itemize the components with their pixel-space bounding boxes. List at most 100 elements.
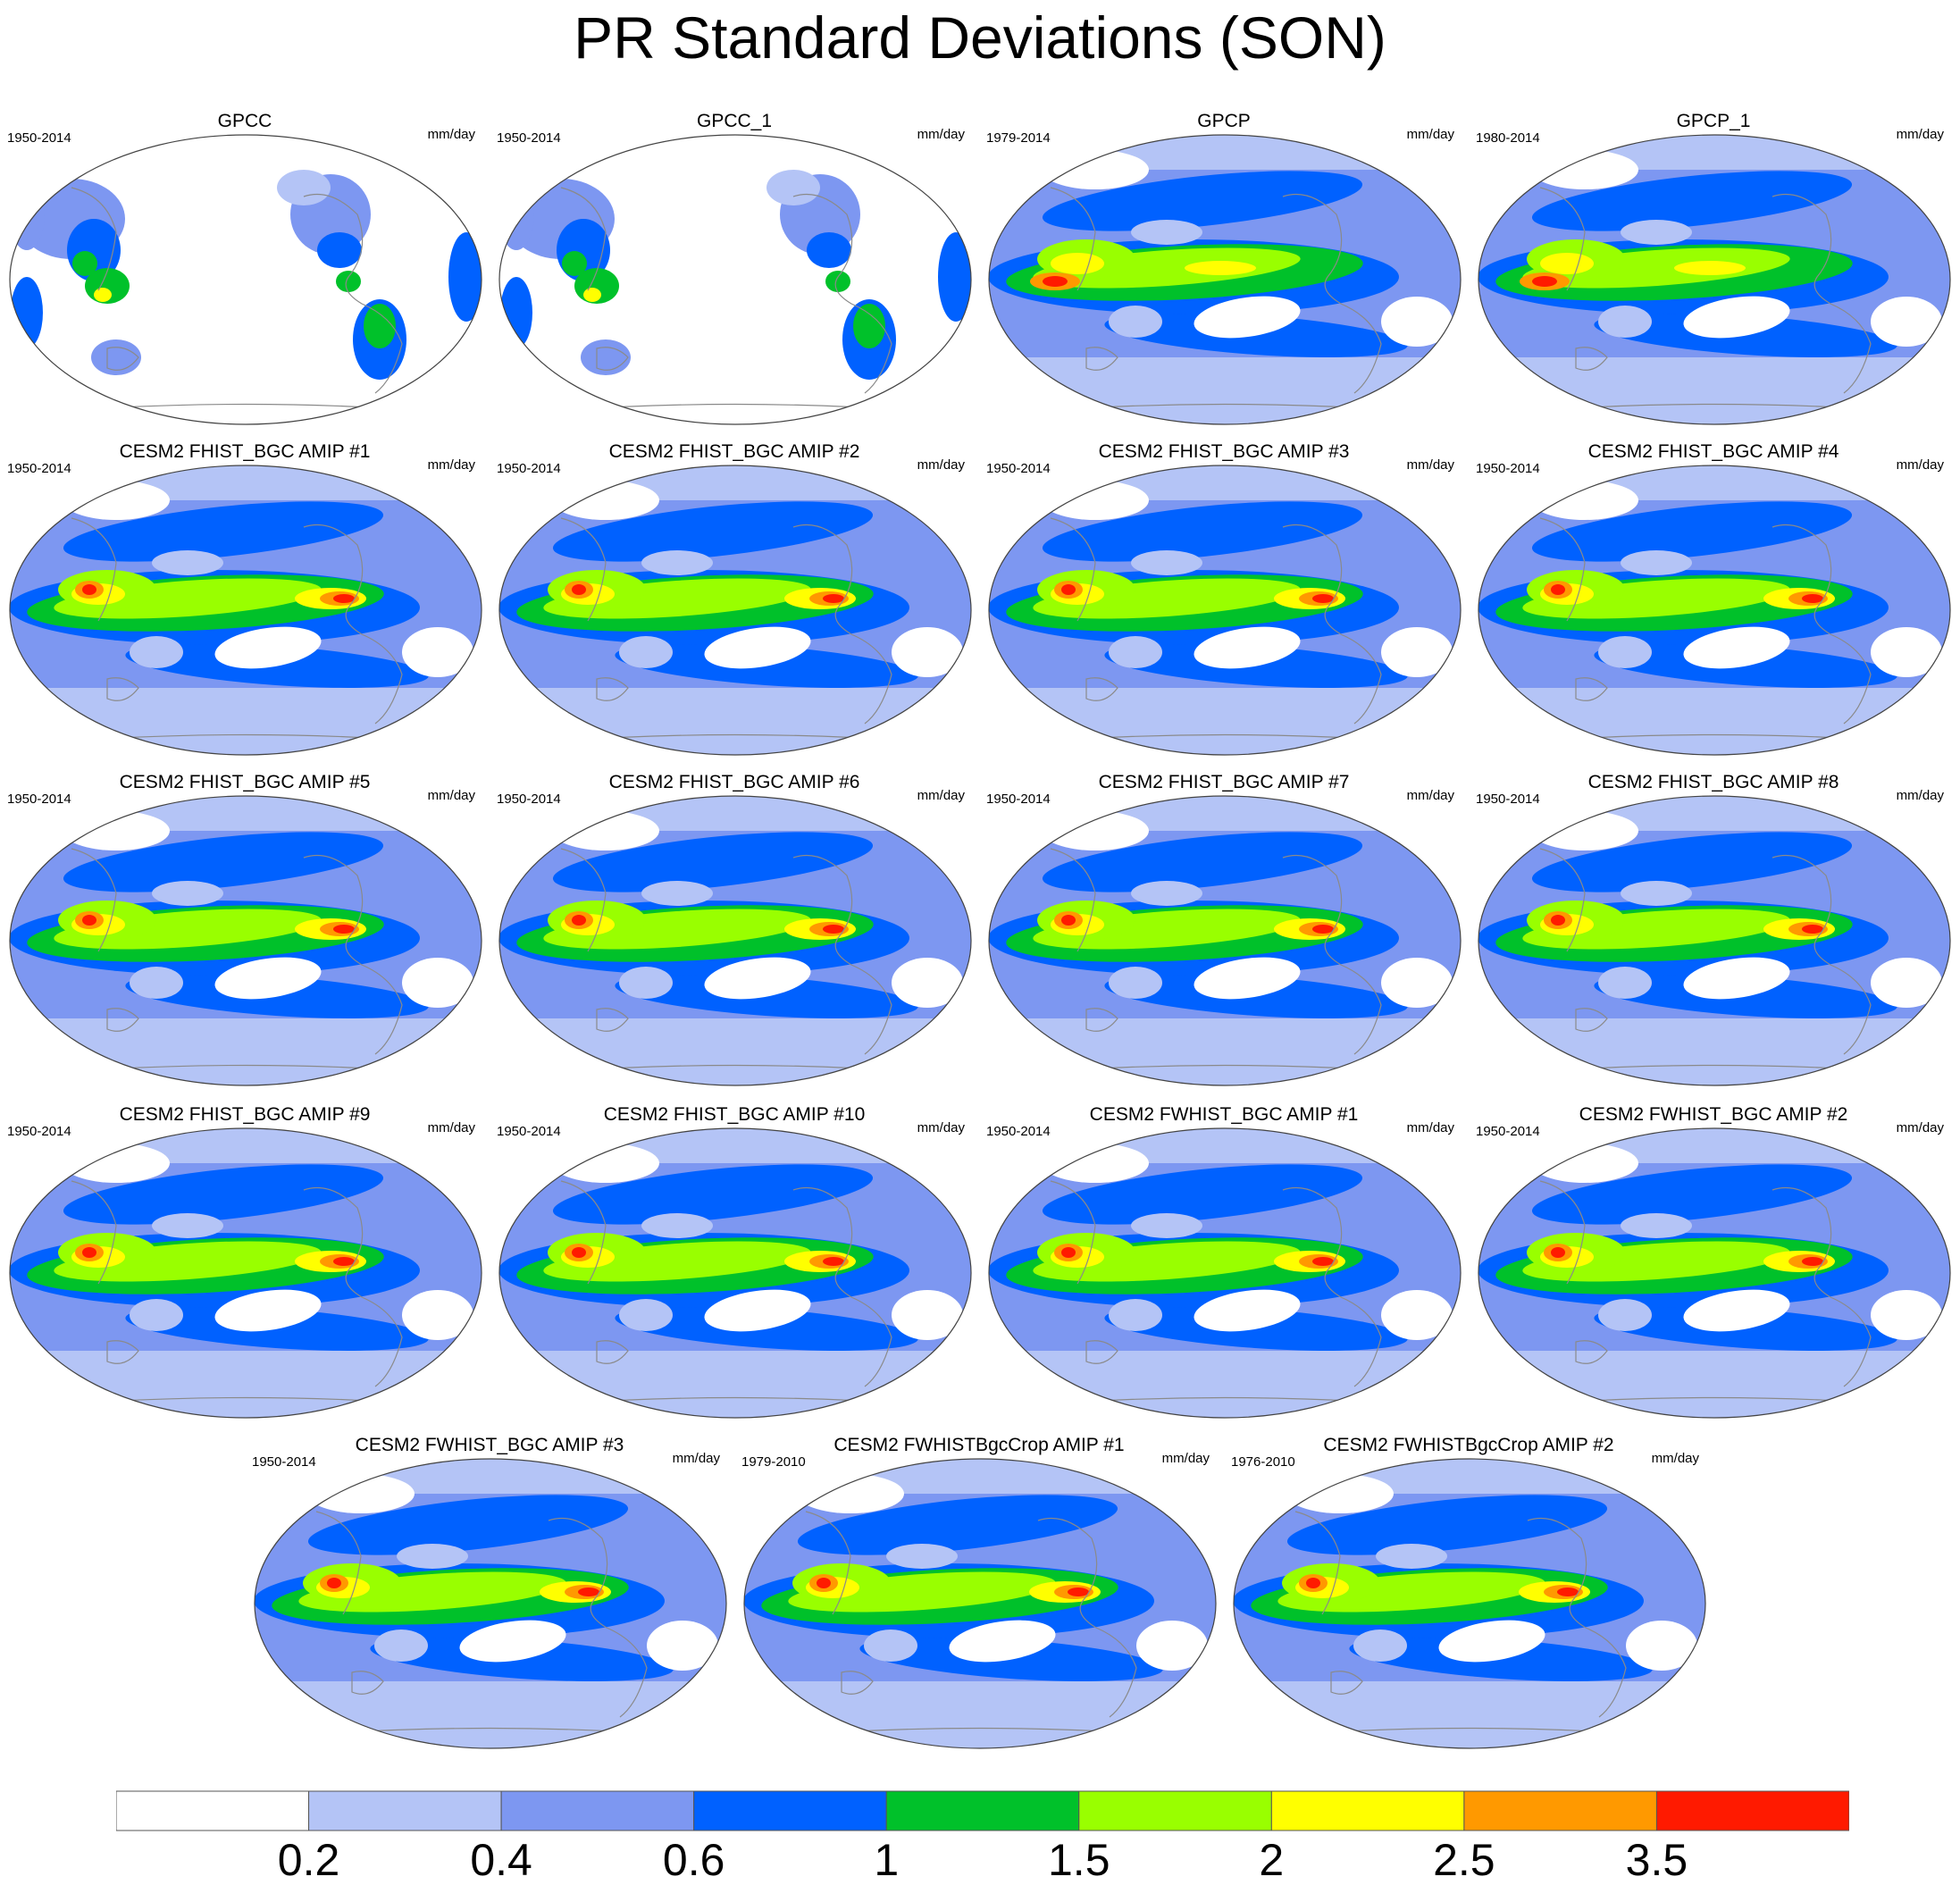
panel-units: mm/day	[427, 1120, 475, 1135]
panel-title: CESM2 FHIST_BGC AMIP #4	[1587, 441, 1839, 462]
panel-units: mm/day	[917, 457, 965, 473]
map-plot	[988, 795, 1462, 1086]
panel-units: mm/day	[1161, 1451, 1210, 1466]
panel-title: CESM2 FWHISTBgcCrop AMIP #2	[1323, 1435, 1614, 1455]
panel-units: mm/day	[427, 788, 475, 803]
panel-units: mm/day	[917, 127, 965, 142]
panel-title: CESM2 FHIST_BGC AMIP #6	[608, 772, 860, 792]
map-panel: CESM2 FWHIST_BGC AMIP #2 1950-2014 mm/day	[1469, 1104, 1958, 1426]
map-plot	[1478, 465, 1951, 756]
colorbar-tick-label: 1.5	[1048, 1835, 1110, 1885]
panel-period: 1950-2014	[497, 461, 561, 476]
map-panel: CESM2 FWHIST_BGC AMIP #3 1950-2014 mm/day	[245, 1435, 734, 1756]
colorbar-tick-label: 0.4	[470, 1835, 532, 1885]
map-plot	[9, 1127, 482, 1419]
map-plot	[9, 795, 482, 1086]
map-panel: CESM2 FHIST_BGC AMIP #4 1950-2014 mm/day	[1469, 441, 1958, 763]
panel-units: mm/day	[1896, 1120, 1944, 1135]
map-panel: CESM2 FWHISTBgcCrop AMIP #2 1976-2010 mm/d…	[1224, 1435, 1713, 1756]
colorbar-tick-label: 0.2	[277, 1835, 340, 1885]
map-plot	[498, 465, 972, 756]
map-plot	[1233, 1458, 1706, 1749]
panel-title: GPCC	[217, 111, 272, 131]
colorbar-tick-label: 2.5	[1433, 1835, 1495, 1885]
map-plot	[743, 1458, 1217, 1749]
panel-title: CESM2 FHIST_BGC AMIP #10	[603, 1104, 866, 1125]
colorbar-segment	[116, 1790, 310, 1831]
panel-period: 1950-2014	[1476, 461, 1540, 476]
panel-units: mm/day	[1406, 1120, 1454, 1135]
panel-title: CESM2 FHIST_BGC AMIP #3	[1098, 441, 1350, 462]
panel-title: CESM2 FHIST_BGC AMIP #7	[1098, 772, 1350, 792]
map-panel: CESM2 FHIST_BGC AMIP #1 1950-2014 mm/day	[0, 441, 490, 763]
panel-units: mm/day	[1896, 788, 1944, 803]
panel-units: mm/day	[1406, 788, 1454, 803]
panel-period: 1950-2014	[497, 1124, 561, 1139]
panel-period: 1950-2014	[986, 461, 1051, 476]
panel-period: 1979-2010	[741, 1454, 806, 1470]
panel-title: GPCP	[1197, 111, 1251, 131]
panel-title: GPCC_1	[696, 111, 773, 131]
panel-period: 1950-2014	[986, 1124, 1051, 1139]
map-panel: CESM2 FWHIST_BGC AMIP #1 1950-2014 mm/day	[979, 1104, 1469, 1426]
panel-period: 1950-2014	[497, 792, 561, 807]
panel-period: 1950-2014	[7, 1124, 71, 1139]
panel-units: mm/day	[1651, 1451, 1699, 1466]
colorbar-segment	[1463, 1790, 1657, 1831]
map-panel: GPCP 1979-2014 mm/day	[979, 111, 1469, 432]
colorbar-segment	[693, 1790, 887, 1831]
panel-period: 1950-2014	[497, 130, 561, 146]
map-plot	[254, 1458, 727, 1749]
colorbar-tick-label: 3.5	[1625, 1835, 1688, 1885]
map-panel: CESM2 FHIST_BGC AMIP #9 1950-2014 mm/day	[0, 1104, 490, 1426]
panel-units: mm/day	[1406, 457, 1454, 473]
map-panel: CESM2 FHIST_BGC AMIP #7 1950-2014 mm/day	[979, 772, 1469, 1093]
panel-units: mm/day	[672, 1451, 720, 1466]
panel-title: CESM2 FWHISTBgcCrop AMIP #1	[833, 1435, 1125, 1455]
map-panel: CESM2 FHIST_BGC AMIP #6 1950-2014 mm/day	[490, 772, 979, 1093]
map-plot	[988, 465, 1462, 756]
colorbar-tick-label: 2	[1259, 1835, 1285, 1885]
colorbar-tick-label: 1	[874, 1835, 900, 1885]
map-plot	[988, 1127, 1462, 1419]
panel-title: CESM2 FHIST_BGC AMIP #8	[1587, 772, 1839, 792]
map-plot	[498, 134, 972, 425]
panel-period: 1950-2014	[252, 1454, 316, 1470]
panel-period: 1979-2014	[986, 130, 1051, 146]
map-panel: CESM2 FHIST_BGC AMIP #8 1950-2014 mm/day	[1469, 772, 1958, 1093]
map-plot	[9, 134, 482, 425]
panel-units: mm/day	[1896, 457, 1944, 473]
panel-title: CESM2 FHIST_BGC AMIP #9	[119, 1104, 371, 1125]
panel-units: mm/day	[427, 127, 475, 142]
panel-period: 1950-2014	[7, 130, 71, 146]
map-panel: CESM2 FHIST_BGC AMIP #5 1950-2014 mm/day	[0, 772, 490, 1093]
panel-period: 1980-2014	[1476, 130, 1540, 146]
map-plot	[498, 1127, 972, 1419]
map-plot	[988, 134, 1462, 425]
map-plot	[498, 795, 972, 1086]
colorbar-segment	[1655, 1790, 1849, 1831]
map-plot	[1478, 1127, 1951, 1419]
map-panel: CESM2 FHIST_BGC AMIP #2 1950-2014 mm/day	[490, 441, 979, 763]
panel-title: CESM2 FWHIST_BGC AMIP #3	[355, 1435, 624, 1455]
map-panel: CESM2 FHIST_BGC AMIP #3 1950-2014 mm/day	[979, 441, 1469, 763]
panel-title: CESM2 FHIST_BGC AMIP #1	[119, 441, 371, 462]
panel-period: 1950-2014	[1476, 1124, 1540, 1139]
panel-title: CESM2 FWHIST_BGC AMIP #1	[1089, 1104, 1359, 1125]
colorbar-segment	[885, 1790, 1080, 1831]
panel-period: 1950-2014	[7, 792, 71, 807]
map-plot	[9, 465, 482, 756]
map-panel: GPCC 1950-2014 mm/day	[0, 111, 490, 432]
map-plot	[1478, 795, 1951, 1086]
colorbar-segment	[308, 1790, 502, 1831]
panel-units: mm/day	[427, 457, 475, 473]
map-panel: CESM2 FWHISTBgcCrop AMIP #1 1979-2010 mm/d…	[734, 1435, 1224, 1756]
map-panel: CESM2 FHIST_BGC AMIP #10 1950-2014 mm/day	[490, 1104, 979, 1426]
panel-period: 1950-2014	[986, 792, 1051, 807]
map-panel: GPCC_1 1950-2014 mm/day	[490, 111, 979, 432]
panel-units: mm/day	[917, 1120, 965, 1135]
colorbar-segment	[1078, 1790, 1272, 1831]
colorbar-segment	[1270, 1790, 1465, 1831]
panel-units: mm/day	[1406, 127, 1454, 142]
colorbar	[116, 1790, 1849, 1831]
